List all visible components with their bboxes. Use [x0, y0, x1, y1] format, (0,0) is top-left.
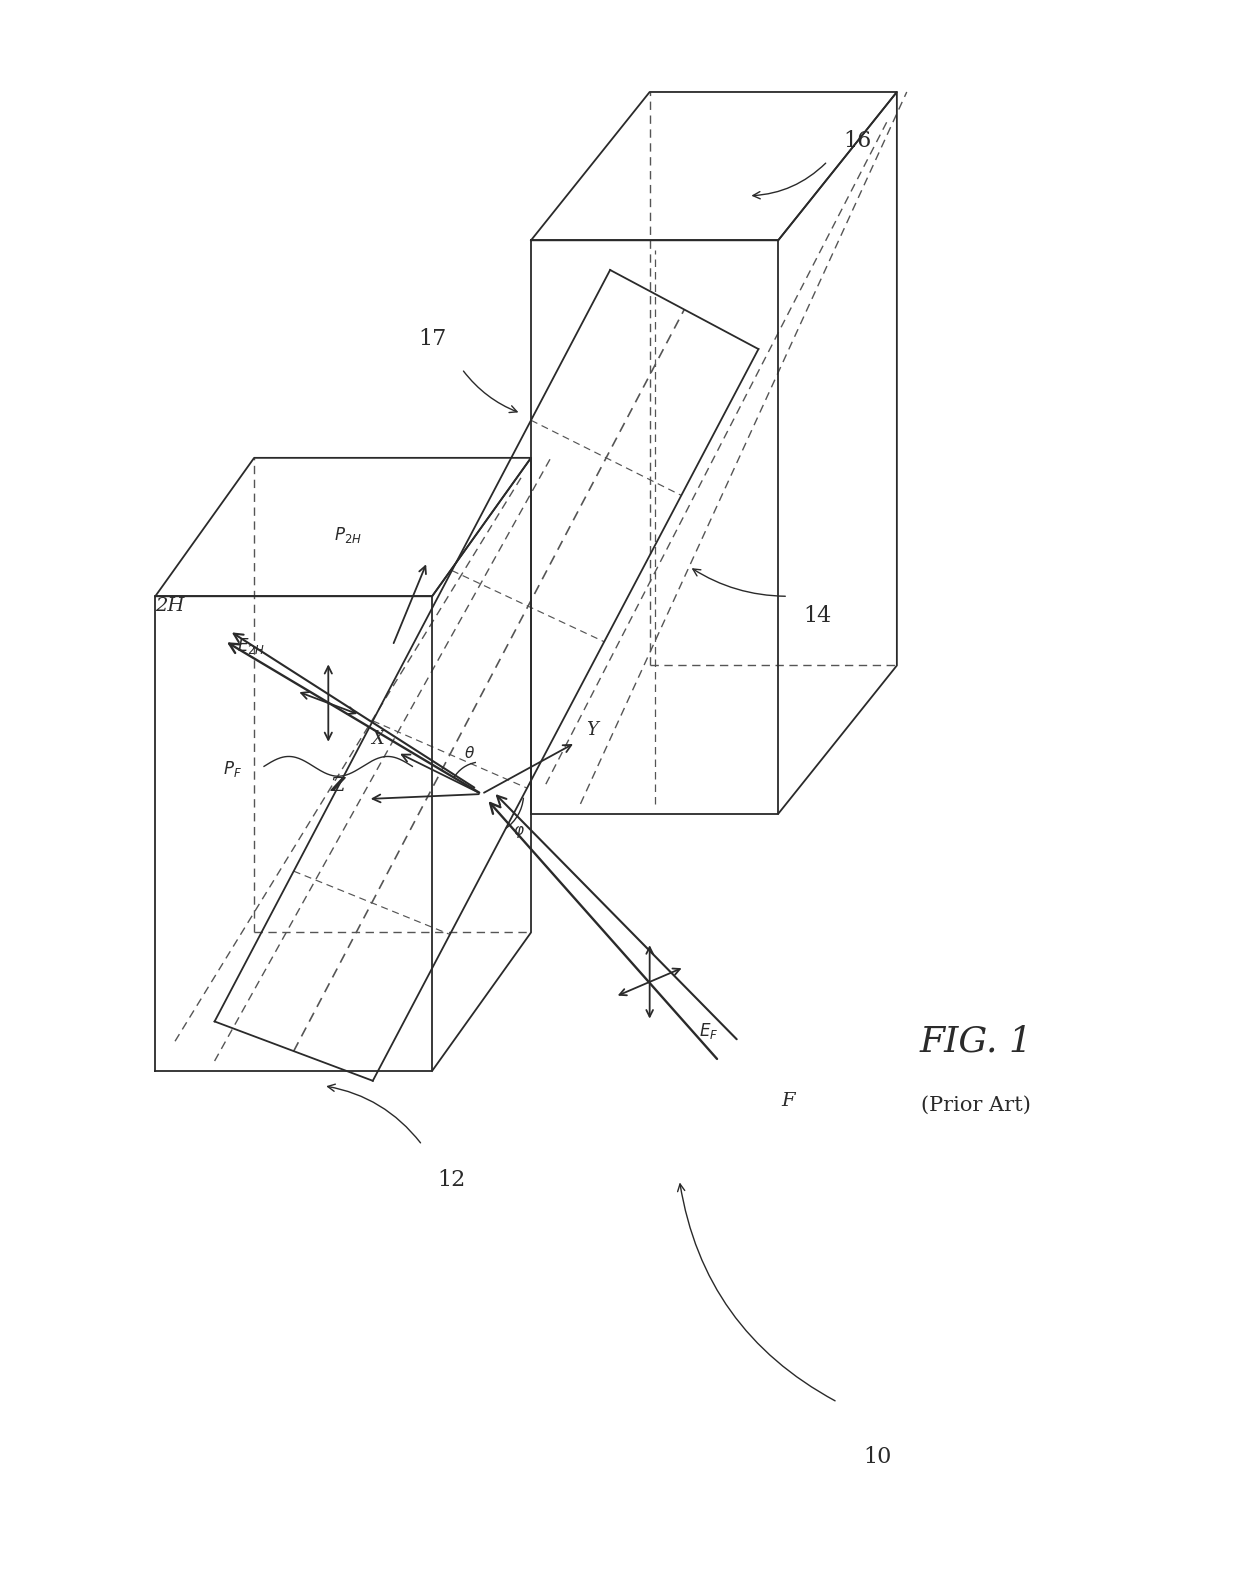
- Text: $P_F$: $P_F$: [223, 759, 242, 779]
- Text: 16: 16: [843, 131, 872, 153]
- Text: FIG. 1: FIG. 1: [920, 1025, 1033, 1058]
- Text: (Prior Art): (Prior Art): [921, 1097, 1030, 1116]
- Text: $E_{2H}$: $E_{2H}$: [237, 636, 265, 655]
- Text: 2H: 2H: [155, 598, 185, 615]
- Text: $E_F$: $E_F$: [699, 1022, 719, 1041]
- Text: 10: 10: [863, 1446, 892, 1468]
- Text: $\varphi$: $\varphi$: [513, 824, 525, 840]
- Text: X: X: [371, 730, 384, 748]
- Text: $P_{2H}$: $P_{2H}$: [334, 524, 362, 545]
- Text: Z: Z: [331, 778, 345, 795]
- Text: 12: 12: [438, 1168, 466, 1191]
- Text: Y: Y: [587, 720, 598, 738]
- Text: F: F: [781, 1092, 795, 1109]
- Text: 17: 17: [418, 328, 446, 351]
- Text: $\theta$: $\theta$: [464, 744, 475, 760]
- Text: 14: 14: [804, 606, 832, 626]
